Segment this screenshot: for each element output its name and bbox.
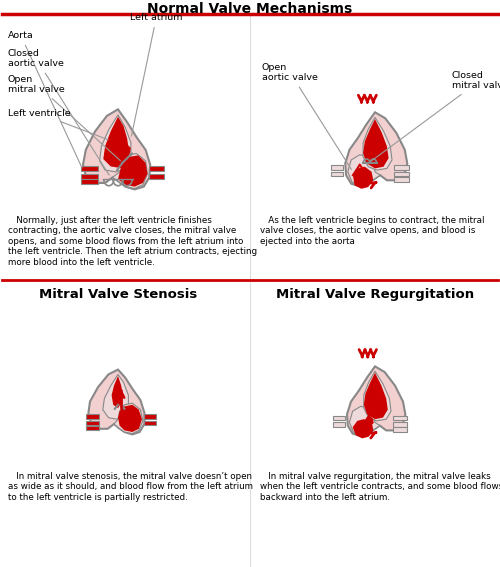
- Text: Mitral Valve Stenosis: Mitral Valve Stenosis: [39, 288, 197, 301]
- Text: In mitral valve regurgitation, the mitral valve leaks
when the left ventricle co: In mitral valve regurgitation, the mitra…: [260, 472, 500, 502]
- Polygon shape: [86, 414, 99, 418]
- Text: Left atrium: Left atrium: [130, 13, 182, 136]
- Polygon shape: [394, 165, 409, 170]
- Polygon shape: [364, 373, 388, 419]
- Polygon shape: [345, 112, 408, 186]
- Polygon shape: [114, 403, 143, 434]
- Polygon shape: [363, 119, 388, 168]
- Text: Normally, just after the left ventricle finishes
contracting, the aortic valve c: Normally, just after the left ventricle …: [8, 216, 257, 266]
- Text: Left ventricle: Left ventricle: [8, 109, 108, 139]
- Text: Open
mitral valve: Open mitral valve: [8, 75, 120, 161]
- Polygon shape: [120, 145, 131, 164]
- Polygon shape: [88, 370, 144, 434]
- Text: Mitral Valve Regurgitation: Mitral Valve Regurgitation: [276, 288, 474, 301]
- Polygon shape: [358, 414, 374, 432]
- Polygon shape: [81, 179, 98, 184]
- Polygon shape: [392, 422, 407, 427]
- Polygon shape: [334, 416, 344, 420]
- Polygon shape: [331, 165, 342, 170]
- Polygon shape: [144, 414, 156, 418]
- Text: Open
aortic valve: Open aortic valve: [262, 62, 352, 170]
- Polygon shape: [364, 371, 391, 421]
- Polygon shape: [348, 155, 380, 185]
- Polygon shape: [394, 172, 409, 176]
- Text: As the left ventricle begins to contract, the mitral
valve closes, the aortic va: As the left ventricle begins to contract…: [260, 216, 484, 246]
- Polygon shape: [86, 426, 99, 430]
- Polygon shape: [81, 174, 98, 179]
- Text: Aorta: Aorta: [8, 31, 82, 168]
- Text: In mitral valve stenosis, the mitral valve doesn’t open
as wide as it should, an: In mitral valve stenosis, the mitral val…: [8, 472, 253, 502]
- Polygon shape: [112, 376, 123, 408]
- Polygon shape: [104, 117, 129, 168]
- Polygon shape: [112, 154, 148, 188]
- Polygon shape: [118, 405, 142, 432]
- Polygon shape: [347, 366, 406, 436]
- Polygon shape: [392, 427, 407, 431]
- Polygon shape: [118, 155, 148, 187]
- Polygon shape: [353, 167, 374, 189]
- Polygon shape: [86, 421, 99, 425]
- Polygon shape: [334, 422, 344, 427]
- Polygon shape: [331, 172, 342, 176]
- Text: Closed
mitral valve: Closed mitral valve: [370, 71, 500, 162]
- Polygon shape: [100, 115, 131, 172]
- Polygon shape: [144, 421, 156, 425]
- Polygon shape: [352, 419, 374, 438]
- Polygon shape: [81, 166, 98, 171]
- Polygon shape: [394, 177, 409, 181]
- Polygon shape: [392, 416, 407, 420]
- Polygon shape: [83, 109, 150, 189]
- Polygon shape: [350, 407, 380, 435]
- Text: Normal Valve Mechanisms: Normal Valve Mechanisms: [148, 2, 352, 16]
- Polygon shape: [150, 166, 164, 171]
- Text: Closed
aortic valve: Closed aortic valve: [8, 49, 109, 175]
- Polygon shape: [150, 174, 164, 179]
- Polygon shape: [103, 374, 128, 419]
- Polygon shape: [363, 117, 392, 170]
